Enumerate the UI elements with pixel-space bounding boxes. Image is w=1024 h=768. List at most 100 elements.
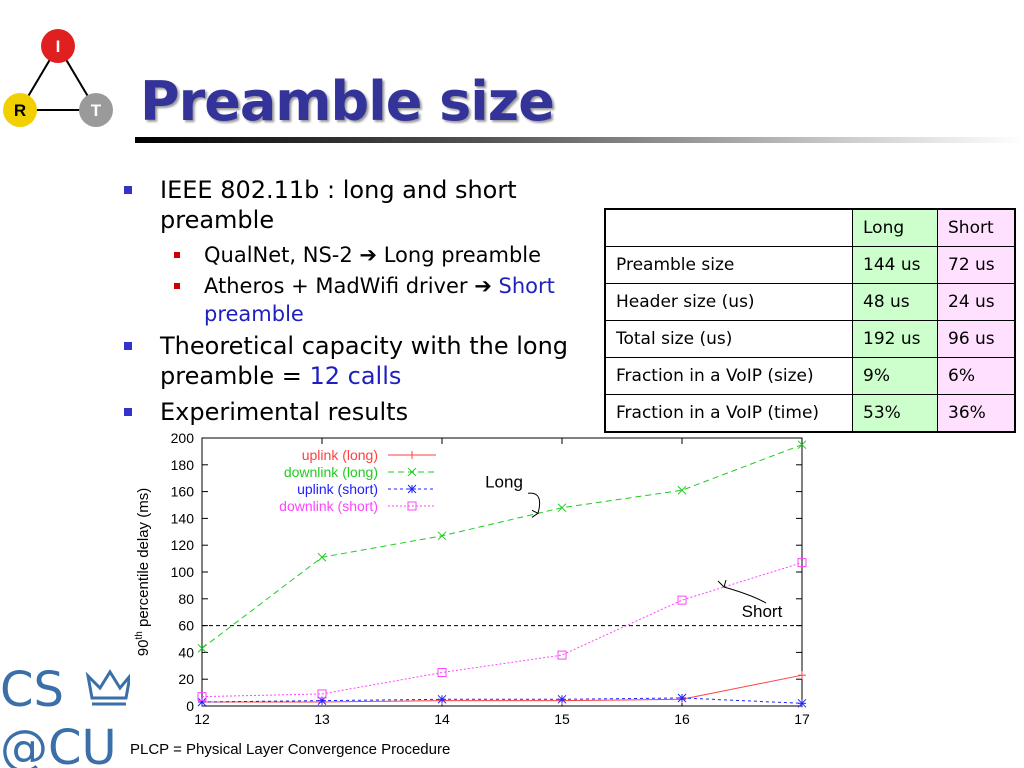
table-row: Header size (us) 48 us 24 us xyxy=(604,283,1016,321)
table-cell: Fraction in a VoIP (time) xyxy=(604,394,853,433)
table-cell: Fraction in a VoIP (size) xyxy=(604,357,853,395)
table-cell: Preamble size xyxy=(604,246,853,284)
bullet-text: Theoretical capacity with the long pream… xyxy=(160,332,569,390)
y-axis-label-part: 90 xyxy=(135,640,152,657)
y-axis-label: 90th percentile delay (ms) xyxy=(134,488,152,656)
data-point xyxy=(677,693,687,703)
bullet-capacity: Theoretical capacity with the long pream… xyxy=(120,331,590,391)
y-tick-label: 0 xyxy=(186,698,194,714)
x-tick-label: 12 xyxy=(194,711,210,727)
data-point xyxy=(557,650,567,660)
cs-logo-line2: @CU xyxy=(0,720,117,768)
y-axis-label-sup: th xyxy=(134,631,145,639)
x-tick-label: 14 xyxy=(434,711,450,727)
y-axis-label-part: percentile delay (ms) xyxy=(135,488,152,631)
marker-stroke xyxy=(437,694,447,704)
y-tick-label: 120 xyxy=(171,537,195,553)
series-downlink-short xyxy=(197,558,807,702)
y-tick-label: 60 xyxy=(178,618,194,634)
series-uplink-short xyxy=(197,693,807,708)
arrow-head-icon xyxy=(531,509,539,518)
legend: uplink (long)downlink (long)uplink (shor… xyxy=(279,447,436,514)
highlight-text: Short preamble xyxy=(204,274,555,326)
table-cell: 96 us xyxy=(937,320,1016,358)
table-cell: 6% xyxy=(937,357,1016,395)
arrow-right-icon: ➔ xyxy=(474,274,492,298)
x-tick-label: 17 xyxy=(794,711,810,727)
table-cell: 144 us xyxy=(852,246,938,284)
data-point xyxy=(197,692,207,702)
table-header-cell: Long xyxy=(852,208,938,247)
table-cell: Header size (us) xyxy=(604,283,853,321)
table-cell: 48 us xyxy=(852,283,938,321)
marker-stroke xyxy=(407,484,417,494)
sub-bullet-atheros: Atheros + MadWifi driver ➔ Short preambl… xyxy=(120,272,600,328)
marker-stroke xyxy=(557,503,567,513)
data-point xyxy=(437,531,447,541)
annotation-arrow xyxy=(527,492,541,514)
table-cell: 9% xyxy=(852,357,938,395)
legend-label: downlink (short) xyxy=(279,498,378,514)
crown-icon xyxy=(85,669,130,706)
marker-stroke xyxy=(317,552,327,562)
data-point xyxy=(197,697,207,707)
series-downlink-long xyxy=(197,440,807,653)
cs-logo-line1: CS xyxy=(0,662,64,718)
data-point xyxy=(407,484,417,494)
data-point xyxy=(797,558,807,568)
marker-stroke xyxy=(437,531,447,541)
y-tick-label: 40 xyxy=(178,644,194,660)
sub-bullet-text: QualNet, NS-2 xyxy=(204,243,353,267)
y-tick-label: 20 xyxy=(178,671,194,687)
marker-stroke xyxy=(197,697,207,707)
slide-title: Preamble size xyxy=(140,70,555,133)
table-header-cell: Short xyxy=(937,208,1016,247)
footnote: PLCP = Physical Layer Convergence Proced… xyxy=(130,741,451,758)
series-line xyxy=(201,562,803,698)
delay-chart: 0 20 40 60 80 100 120 140 160 180 200 12 13 14 15 16 17 9… xyxy=(134,430,810,727)
irt-logo: I R T xyxy=(3,29,113,127)
y-tick-label: 180 xyxy=(171,457,195,473)
y-tick-label: 140 xyxy=(171,510,195,526)
table-row: Total size (us) 192 us 96 us xyxy=(604,320,1016,358)
table-cell: 53% xyxy=(852,394,938,433)
bullet-list: IEEE 802.11b : long and short preamble Q… xyxy=(120,175,600,433)
x-tick-label: 15 xyxy=(554,711,570,727)
sub-bullet-text: Atheros + MadWifi driver xyxy=(204,274,468,298)
data-point xyxy=(797,698,807,708)
table-cell: Total size (us) xyxy=(604,320,853,358)
legend-label: downlink (long) xyxy=(284,464,378,480)
annotation-label: Long xyxy=(485,472,523,491)
table-cell: 192 us xyxy=(852,320,938,358)
series-line xyxy=(201,444,803,649)
data-point xyxy=(317,689,327,699)
series-line xyxy=(202,674,803,703)
series-uplink-long xyxy=(198,671,806,706)
bullet-preamble-types: IEEE 802.11b : long and short preamble xyxy=(120,175,600,235)
marker-stroke xyxy=(197,644,207,653)
table-header-cell xyxy=(604,208,853,247)
preamble-comparison-table: Long Short Preamble size 144 us 72 us He… xyxy=(604,208,1016,433)
data-point xyxy=(407,467,417,477)
logo-letter-r: R xyxy=(14,101,26,120)
y-tick-label: 80 xyxy=(178,591,194,607)
x-tick-label: 16 xyxy=(674,711,690,727)
table-cell: 72 us xyxy=(937,246,1016,284)
marker-stroke xyxy=(677,693,687,703)
y-tick-label: 100 xyxy=(171,564,195,580)
data-point xyxy=(437,694,447,704)
logo-letter-t: T xyxy=(91,101,102,120)
legend-label: uplink (short) xyxy=(297,481,378,497)
table-row: Preamble size 144 us 72 us xyxy=(604,246,1016,284)
data-point xyxy=(557,503,567,513)
data-point xyxy=(677,485,687,495)
logo-letter-i: I xyxy=(56,37,61,56)
series-line xyxy=(201,697,803,704)
table-cell: 24 us xyxy=(937,283,1016,321)
arrow-head-icon xyxy=(717,579,727,588)
x-tick-label: 13 xyxy=(314,711,330,727)
bullet-experimental: Experimental results xyxy=(120,397,600,427)
marker-stroke xyxy=(557,694,567,704)
table-cell: 36% xyxy=(937,394,1016,433)
data-point xyxy=(408,451,416,459)
